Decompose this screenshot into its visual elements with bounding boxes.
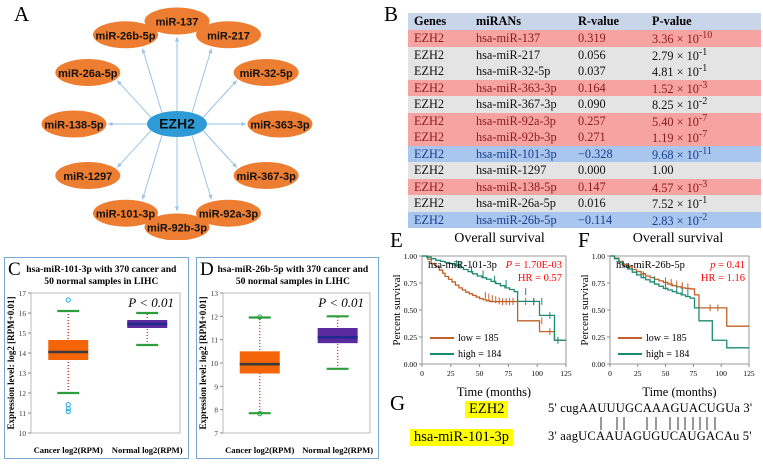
svg-text:Expression level: log2 [RPM+0.: Expression level: log2 [RPM+0.01] <box>6 297 16 430</box>
svg-text:0: 0 <box>420 369 424 378</box>
svg-text:low = 185: low = 185 <box>646 333 687 344</box>
svg-text:1.00: 1.00 <box>404 252 417 261</box>
svg-text:50: 50 <box>476 369 484 378</box>
svg-text:P < 0.01: P < 0.01 <box>127 295 174 310</box>
svg-text:75: 75 <box>690 369 698 378</box>
svg-text:low = 185: low = 185 <box>458 333 499 344</box>
svg-text:miR-363-3p: miR-363-3p <box>250 120 310 132</box>
svg-text:12: 12 <box>19 389 27 398</box>
svg-text:miR-101-3p: miR-101-3p <box>96 209 156 221</box>
svg-text:P < 0.01: P < 0.01 <box>317 295 364 310</box>
svg-text:25: 25 <box>447 369 455 378</box>
svg-text:0.25: 0.25 <box>592 333 605 342</box>
svg-text:125: 125 <box>560 369 572 378</box>
svg-text:0.00: 0.00 <box>592 360 605 369</box>
svg-text:10: 10 <box>19 429 27 438</box>
svg-text:100: 100 <box>532 369 544 378</box>
svg-text:0.75: 0.75 <box>404 279 417 288</box>
svg-text:hsa-miR-26b-5p: hsa-miR-26b-5p <box>616 260 685 271</box>
svg-text:miR-92b-3p: miR-92b-3p <box>147 223 207 235</box>
svg-text:0.00: 0.00 <box>404 360 417 369</box>
svg-text:9: 9 <box>214 382 218 391</box>
svg-text:miR-26a-5p: miR-26a-5p <box>58 68 118 80</box>
svg-text:1.00: 1.00 <box>592 252 605 261</box>
svg-text:miR-137: miR-137 <box>156 17 199 29</box>
svg-text:7: 7 <box>214 429 218 438</box>
svg-text:Time (months): Time (months) <box>642 385 716 398</box>
svg-text:0.50: 0.50 <box>404 306 417 315</box>
svg-text:p = 0.41: p = 0.41 <box>709 260 745 271</box>
svg-text:13: 13 <box>211 289 219 298</box>
svg-text:50: 50 <box>662 369 670 378</box>
svg-text:10: 10 <box>211 359 219 368</box>
svg-text:0.75: 0.75 <box>592 279 605 288</box>
svg-text:Normal log2(RPM): Normal log2(RPM) <box>112 445 183 455</box>
svg-text:15: 15 <box>19 329 27 338</box>
svg-text:P = 1.70E-03: P = 1.70E-03 <box>505 260 562 271</box>
svg-text:high = 184: high = 184 <box>646 349 689 360</box>
svg-text:8: 8 <box>214 406 218 415</box>
svg-text:high = 184: high = 184 <box>458 349 501 360</box>
svg-text:75: 75 <box>505 369 513 378</box>
svg-text:miR-138-5p: miR-138-5p <box>44 120 104 132</box>
svg-text:125: 125 <box>743 369 755 378</box>
svg-text:12: 12 <box>211 312 219 321</box>
svg-text:11: 11 <box>19 409 26 418</box>
svg-text:miR-1297: miR-1297 <box>63 171 112 183</box>
svg-text:100: 100 <box>716 369 728 378</box>
svg-text:Time (months): Time (months) <box>457 385 531 398</box>
svg-text:13: 13 <box>19 369 27 378</box>
svg-text:miR-367-3p: miR-367-3p <box>237 171 297 183</box>
svg-text:Percent survival: Percent survival <box>391 274 403 345</box>
svg-text:16: 16 <box>19 309 27 318</box>
svg-text:Cancer log2(RPM): Cancer log2(RPM) <box>34 445 103 455</box>
svg-text:miR-217: miR-217 <box>207 30 250 42</box>
svg-text:Cancer log2(RPM): Cancer log2(RPM) <box>225 445 294 455</box>
svg-text:14: 14 <box>19 349 27 358</box>
svg-text:11: 11 <box>211 336 218 345</box>
svg-text:HR = 1.16: HR = 1.16 <box>701 273 745 284</box>
svg-text:0.50: 0.50 <box>592 306 605 315</box>
svg-text:Normal log2(RPM): Normal log2(RPM) <box>302 445 373 455</box>
svg-text:EZH2: EZH2 <box>159 116 195 132</box>
svg-text:0: 0 <box>608 369 612 378</box>
svg-text:17: 17 <box>19 289 27 298</box>
svg-text:miR-32-5p: miR-32-5p <box>240 68 293 80</box>
svg-text:Percent survival: Percent survival <box>579 274 591 345</box>
svg-text:hsa-miR-101-3p: hsa-miR-101-3p <box>428 260 497 271</box>
svg-text:HR = 0.57: HR = 0.57 <box>518 273 562 284</box>
svg-text:miR-26b-5p: miR-26b-5p <box>96 30 156 42</box>
svg-text:0.25: 0.25 <box>404 333 417 342</box>
svg-text:Expression level: log2 [RPM+0.: Expression level: log2 [RPM+0.01] <box>198 297 208 430</box>
svg-text:25: 25 <box>634 369 642 378</box>
svg-text:miR-92a-3p: miR-92a-3p <box>199 209 259 221</box>
